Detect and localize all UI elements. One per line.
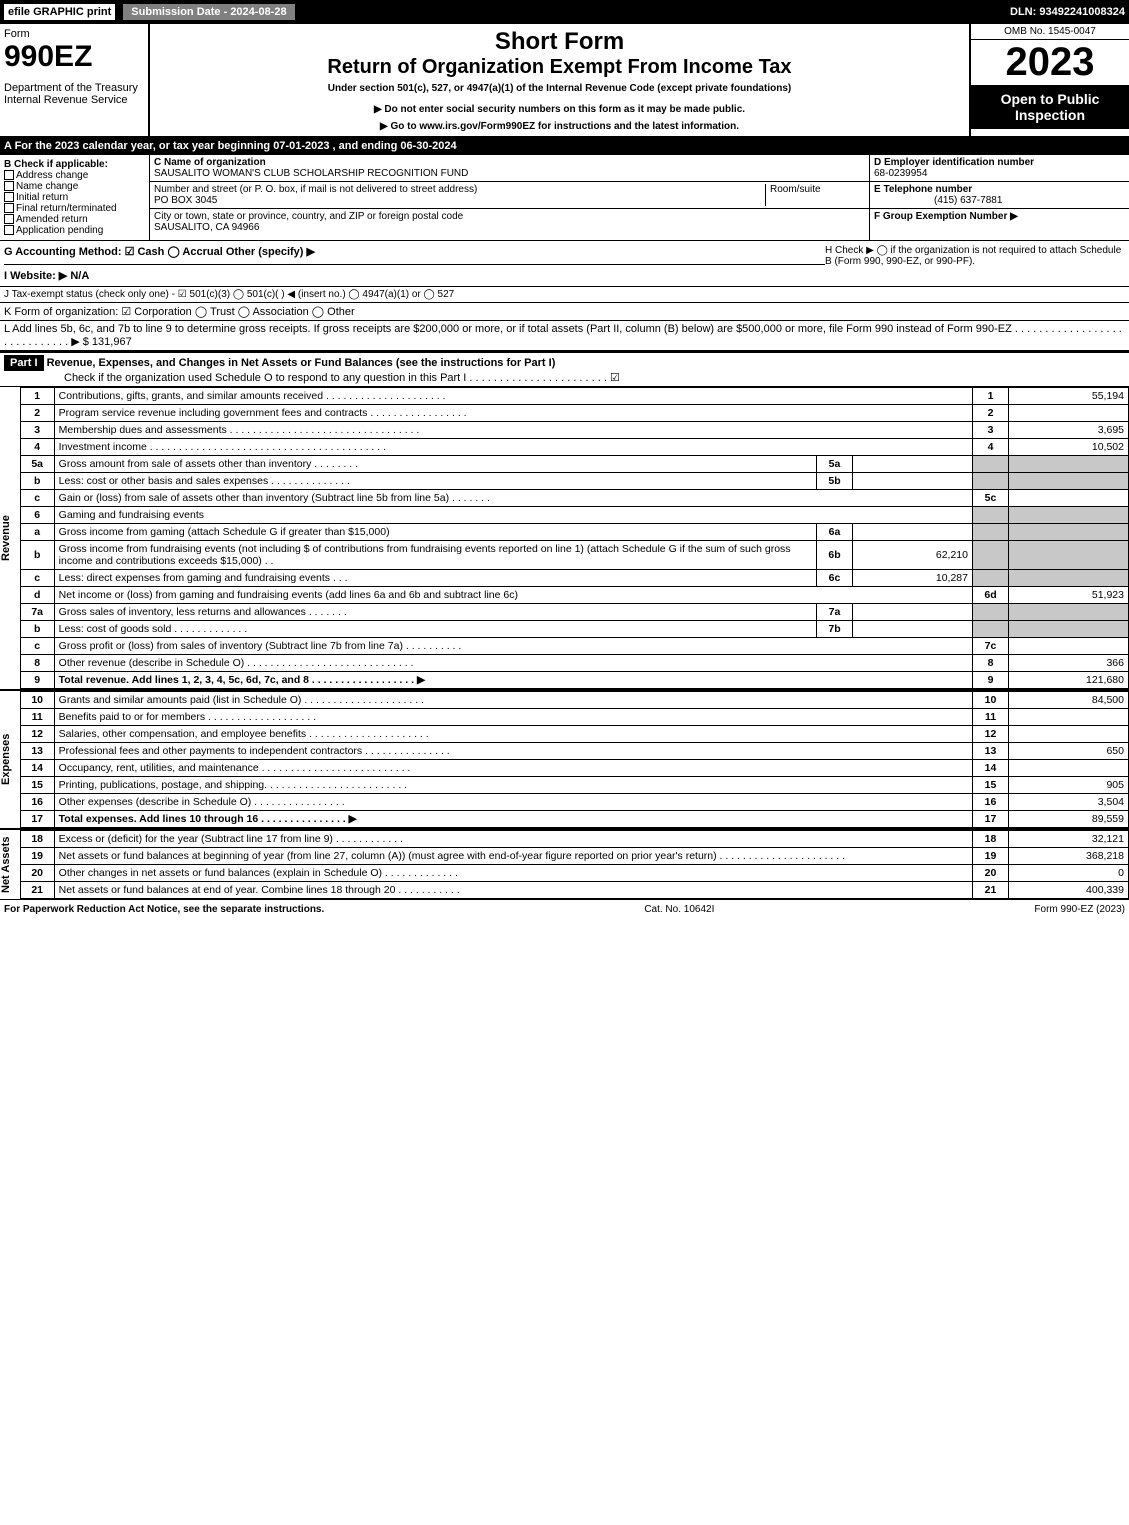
street-value: PO BOX 3045 [154, 195, 217, 206]
d-label: D Employer identification number [874, 157, 1034, 168]
block-b-through-f: B Check if applicable: Address change Na… [0, 155, 1129, 241]
j-tax-exempt: J Tax-exempt status (check only one) - ☑… [0, 287, 1129, 303]
k-org-form: K Form of organization: ☑ Corporation ◯ … [0, 303, 1129, 321]
open-public: Open to Public Inspection [971, 85, 1129, 129]
checkbox-address-change[interactable] [4, 170, 14, 180]
c-label: C Name of organization [154, 157, 266, 168]
under-section: Under section 501(c), 527, or 4947(a)(1)… [154, 83, 965, 94]
row-g-h: G Accounting Method: ☑ Cash ◯ Accrual Ot… [0, 241, 1129, 287]
h-schedule-b: H Check ▶ ◯ if the organization is not r… [825, 245, 1125, 282]
g-accounting: G Accounting Method: ☑ Cash ◯ Accrual Ot… [4, 245, 825, 265]
room-label: Room/suite [765, 184, 865, 206]
b-label: B Check if applicable: [4, 159, 145, 170]
part1-header: Part I Revenue, Expenses, and Changes in… [0, 352, 1129, 387]
checkbox-name-change[interactable] [4, 181, 14, 191]
dln: DLN: 93492241008324 [1010, 6, 1125, 18]
form-ref: Form 990-EZ (2023) [1034, 904, 1125, 915]
revenue-table: 1Contributions, gifts, grants, and simil… [20, 387, 1129, 689]
street-label: Number and street (or P. O. box, if mail… [154, 184, 477, 195]
topbar: efile GRAPHIC print Submission Date - 20… [0, 0, 1129, 24]
footer: For Paperwork Reduction Act Notice, see … [0, 899, 1129, 919]
checkbox-amended[interactable] [4, 214, 14, 224]
netassets-table: 18Excess or (deficit) for the year (Subt… [20, 830, 1129, 899]
submission-date: Submission Date - 2024-08-28 [123, 4, 294, 20]
phone-value: (415) 637-7881 [874, 195, 1002, 206]
netassets-vlabel: Net Assets [0, 830, 20, 899]
dept-label: Department of the Treasury Internal Reve… [4, 82, 144, 106]
e-label: E Telephone number [874, 184, 972, 195]
expenses-vlabel: Expenses [0, 691, 20, 828]
f-label: F Group Exemption Number ▶ [874, 211, 1018, 222]
expenses-table: 10Grants and similar amounts paid (list … [20, 691, 1129, 828]
omb-number: OMB No. 1545-0047 [971, 24, 1129, 40]
city-value: SAUSALITO, CA 94966 [154, 222, 259, 233]
checkbox-initial-return[interactable] [4, 192, 14, 202]
return-title: Return of Organization Exempt From Incom… [154, 56, 965, 79]
form-header: Form 990EZ Department of the Treasury In… [0, 24, 1129, 138]
short-form-title: Short Form [154, 28, 965, 56]
ein-value: 68-0239954 [874, 168, 927, 179]
tax-year: 2023 [971, 40, 1129, 85]
part1-sub: Check if the organization used Schedule … [4, 372, 620, 384]
form-number: 990EZ [4, 40, 144, 74]
city-label: City or town, state or province, country… [154, 211, 463, 222]
i-website: I Website: ▶ N/A [4, 269, 825, 282]
efile-label: efile GRAPHIC print [4, 4, 115, 20]
form-label: Form [4, 28, 144, 40]
cat-no: Cat. No. 10642I [644, 904, 714, 915]
ssn-warning: ▶ Do not enter social security numbers o… [154, 104, 965, 115]
part1-title: Revenue, Expenses, and Changes in Net As… [47, 357, 556, 369]
row-a-period: A For the 2023 calendar year, or tax yea… [0, 138, 1129, 155]
paperwork-notice: For Paperwork Reduction Act Notice, see … [4, 904, 324, 915]
goto-link[interactable]: ▶ Go to www.irs.gov/Form990EZ for instru… [154, 121, 965, 132]
l-gross-receipts: L Add lines 5b, 6c, and 7b to line 9 to … [0, 321, 1129, 352]
revenue-vlabel: Revenue [0, 387, 20, 689]
checkbox-pending[interactable] [4, 225, 14, 235]
part1-label: Part I [4, 355, 44, 371]
org-name: SAUSALITO WOMAN'S CLUB SCHOLARSHIP RECOG… [154, 168, 468, 179]
checkbox-final-return[interactable] [4, 203, 14, 213]
